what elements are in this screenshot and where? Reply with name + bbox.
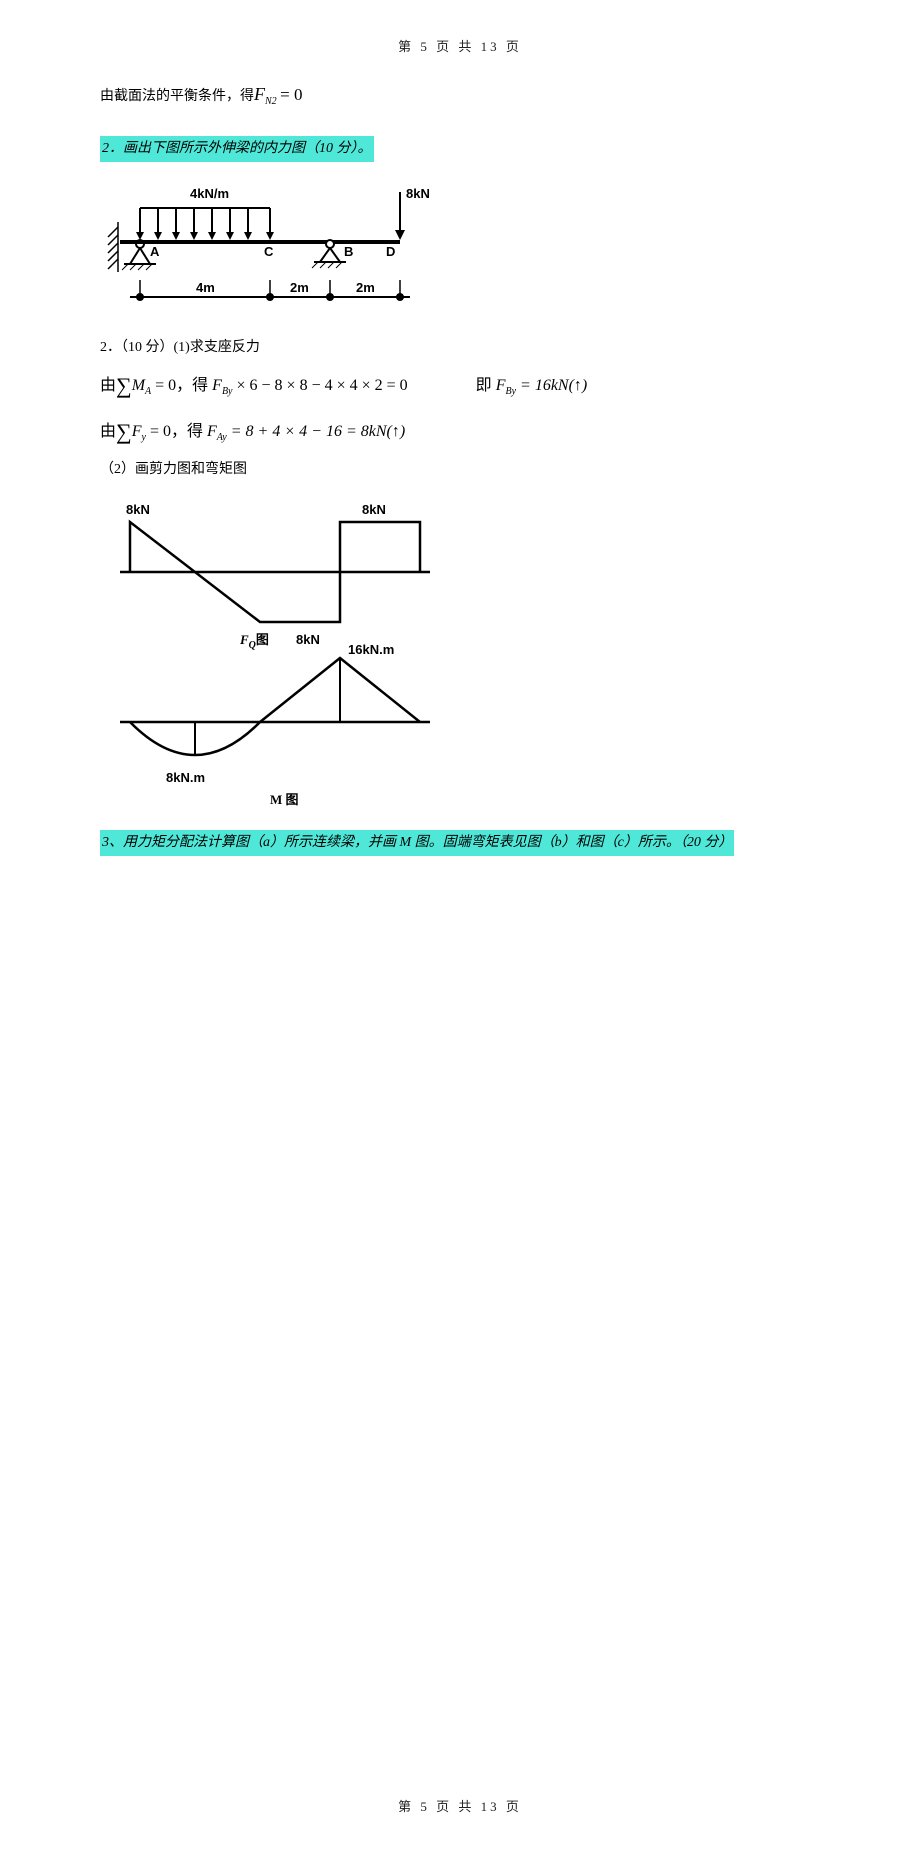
eq1-rest: × 6 − 8 × 8 − 4 × 4 × 2 = 0	[233, 377, 408, 394]
beam-svg: 4kN/m 8kN A C B D	[100, 172, 430, 322]
eq1-eq0: = 0，得	[151, 377, 212, 394]
v-right-label: 8kN	[362, 502, 386, 517]
label-B: B	[344, 244, 353, 259]
eq1-pre: 由	[100, 377, 116, 394]
q2-title-row: 2．画出下图所示外伸梁的内力图（10 分）。	[100, 136, 820, 162]
eq2-rest: = 8 + 4 × 4 − 16 = 8kN(↑)	[227, 423, 405, 440]
eq1-By: By	[222, 387, 233, 398]
eq1-right-val: = 16kN(↑)	[516, 377, 587, 394]
shear-moment-diagram: 8kN 8kN 8kN FQ图 16kN.m 8kN.m M 图	[100, 492, 820, 812]
q2-title: 2．画出下图所示外伸梁的内力图（10 分）。	[100, 136, 374, 162]
intro-text: 由截面法的平衡条件，得	[100, 89, 254, 104]
eq1-F: F	[212, 377, 222, 394]
sol-eq2: 由∑Fy = 0，得 FAy = 8 + 4 × 4 − 16 = 8kN(↑)	[100, 413, 820, 450]
intro-eq-F: F	[254, 84, 265, 104]
eq2-pre: 由	[100, 423, 116, 440]
intro-eq-sub: N2	[265, 96, 277, 107]
eq2-sum: ∑	[116, 419, 132, 444]
sol-eq1: 由∑MA = 0，得 FBy × 6 − 8 × 8 − 4 × 4 × 2 =…	[100, 367, 820, 404]
eq1-right-pre: 即	[476, 377, 496, 394]
eq2-eq0: = 0，得	[146, 423, 207, 440]
intro-eq-rhs: = 0	[280, 85, 302, 104]
q2-title-post: ）。	[351, 141, 372, 156]
svg-text:FQ图: FQ图	[239, 632, 269, 651]
q-load-label: 4kN/m	[190, 186, 229, 201]
label-C: C	[264, 244, 274, 259]
sol-line4: （2）画剪力图和弯矩图	[100, 458, 820, 482]
v-left-label: 8kN	[126, 502, 150, 517]
FQ-sub: Q	[249, 640, 256, 651]
eq1-right-By: By	[505, 387, 516, 398]
intro-line: 由截面法的平衡条件，得FN2 = 0	[100, 79, 820, 110]
page-header: 第 5 页 共 13 页	[100, 36, 820, 55]
dim-L2: 2m	[290, 280, 309, 295]
shear-moment-svg: 8kN 8kN 8kN FQ图 16kN.m 8kN.m M 图	[100, 492, 480, 812]
beam-diagram: 4kN/m 8kN A C B D	[100, 172, 820, 322]
label-D: D	[386, 244, 395, 259]
page: 第 5 页 共 13 页 由截面法的平衡条件，得FN2 = 0 2．画出下图所示…	[0, 0, 920, 1865]
FQ-F: F	[239, 632, 249, 647]
q2-points: 10 分	[319, 141, 351, 156]
FQ-post: 图	[256, 632, 269, 647]
P-load-label: 8kN	[406, 186, 430, 201]
v-mid-label: 8kN	[296, 632, 320, 647]
dim-L3: 2m	[356, 280, 375, 295]
M-label: M 图	[270, 792, 299, 807]
q3-title-row: 3、用力矩分配法计算图（a）所示连续梁，并画 M 图。固端弯矩表见图（b）和图（…	[100, 830, 820, 856]
q3-title: 3、用力矩分配法计算图（a）所示连续梁，并画 M 图。固端弯矩表见图（b）和图（…	[100, 830, 734, 856]
q2-title-pre: 2．画出下图所示外伸梁的内力图（	[102, 141, 319, 156]
eq1-M: M	[132, 377, 145, 394]
label-A: A	[150, 244, 160, 259]
eq2-Ay: Ay	[217, 432, 227, 443]
eq1-sum: ∑	[116, 373, 132, 398]
page-footer: 第 5 页 共 13 页	[100, 1796, 820, 1815]
m-bottom-label: 8kN.m	[166, 770, 205, 785]
eq1-right-F: F	[496, 377, 506, 394]
m-peak-label: 16kN.m	[348, 642, 394, 657]
dim-L1: 4m	[196, 280, 215, 295]
eq2-FAy: F	[207, 423, 217, 440]
sol-line1: 2．（10 分）(1)求支座反力	[100, 336, 820, 360]
